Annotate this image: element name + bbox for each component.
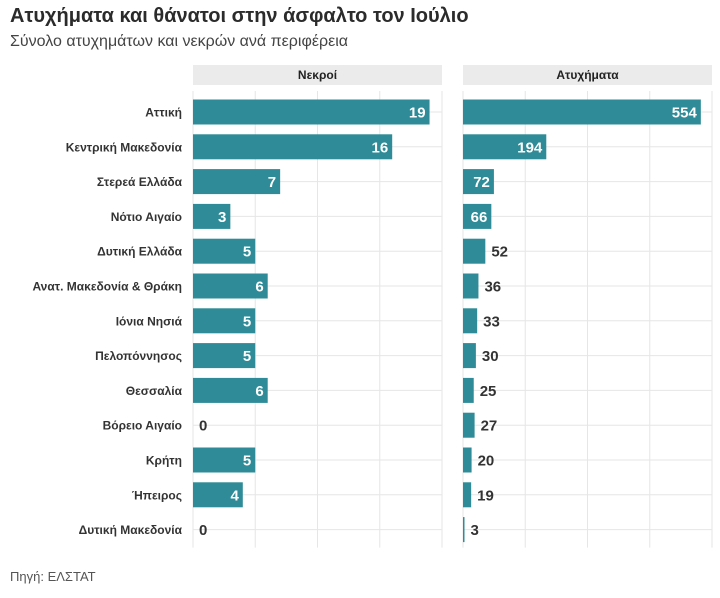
bar	[193, 134, 393, 160]
data-label: 4	[230, 487, 239, 504]
bar	[193, 238, 256, 264]
bar	[193, 482, 243, 508]
bar	[193, 169, 281, 195]
chart-title: Ατυχήματα και θάνατοι στην άσφαλτο τον Ι…	[10, 5, 469, 27]
data-label: 16	[372, 139, 389, 156]
data-label: 5	[243, 313, 251, 330]
category-label: Πελοπόννησος	[95, 349, 182, 363]
category-labels: Αττική Κεντρική Μακεδονία Στερεά Ελλάδα Νότ…	[32, 106, 182, 538]
data-label: 194	[517, 139, 543, 156]
panel-header-label: Νεκροί	[298, 68, 337, 82]
bar	[463, 377, 474, 403]
data-label: 30	[482, 348, 499, 365]
bar	[193, 343, 256, 369]
category-label: Ιόνια Νησιά	[116, 314, 183, 328]
data-label: 5	[243, 348, 251, 365]
data-label: 20	[478, 453, 495, 470]
data-label: 52	[491, 244, 508, 261]
category-label: Ήπειρος	[132, 488, 182, 502]
category-label: Αττική	[145, 106, 182, 120]
panel-header-label: Ατυχήματα	[556, 68, 619, 82]
data-label: 5	[243, 244, 251, 261]
bar	[463, 412, 475, 438]
data-label: 7	[268, 174, 276, 191]
bar	[463, 99, 701, 125]
bars	[193, 99, 701, 543]
category-label: Κεντρική Μακεδονία	[66, 140, 183, 154]
category-label: Θεσσαλία	[126, 384, 183, 398]
bar	[463, 134, 547, 160]
grid-layer	[192, 91, 713, 548]
bar	[463, 308, 478, 334]
panel-header-bg	[193, 65, 442, 85]
category-label: Νότιο Αιγαίο	[111, 210, 182, 224]
source-note: Πηγή: ΕΛΣΤΑΤ	[10, 569, 96, 584]
category-label: Ανατ. Μακεδονία & Θράκη	[32, 280, 182, 294]
bar	[463, 169, 494, 195]
bar	[193, 273, 268, 299]
chart-subtitle: Σύνολο ατυχημάτων και νεκρών ανά περιφέρ…	[10, 33, 348, 50]
data-label: 6	[255, 383, 263, 400]
data-label: 19	[409, 105, 426, 122]
data-label: 33	[483, 313, 500, 330]
data-label: 3	[471, 522, 479, 539]
data-label: 0	[199, 418, 207, 435]
value-labels: 1916735655605405541947266523633302527201…	[199, 105, 697, 540]
category-label: Κρήτη	[146, 454, 182, 468]
data-label: 36	[484, 279, 501, 296]
data-label: 25	[480, 383, 497, 400]
bar	[193, 203, 231, 229]
bar	[193, 99, 430, 125]
data-label: 3	[218, 209, 226, 226]
bar	[463, 447, 472, 473]
bar	[463, 517, 465, 543]
bar	[463, 203, 492, 229]
bar	[193, 308, 256, 334]
category-label: Στερεά Ελλάδα	[97, 175, 183, 189]
data-label: 66	[471, 209, 488, 226]
category-label: Δυτική Μακεδονία	[79, 523, 183, 537]
data-label: 554	[672, 105, 698, 122]
bar	[463, 482, 472, 508]
category-label: Δυτική Ελλάδα	[97, 245, 183, 259]
category-label: Βόρειο Αιγαίο	[103, 419, 182, 433]
data-label: 72	[473, 174, 490, 191]
data-label: 19	[477, 487, 494, 504]
panel-header-bg	[463, 65, 712, 85]
bar	[193, 377, 268, 403]
bar	[463, 343, 476, 369]
bar	[463, 273, 479, 299]
bar	[463, 238, 486, 264]
data-label: 5	[243, 453, 251, 470]
data-label: 27	[481, 418, 498, 435]
data-label: 6	[255, 279, 263, 296]
bar	[193, 447, 256, 473]
panel-headers: Νεκροί Ατυχήματα	[193, 65, 712, 85]
data-label: 0	[199, 522, 207, 539]
